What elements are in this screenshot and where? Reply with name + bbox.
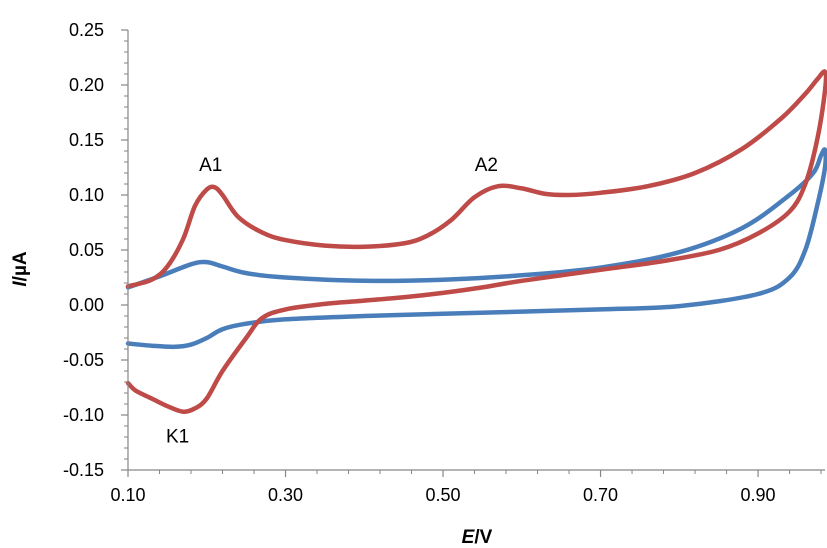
series-1-line xyxy=(125,147,827,350)
peak-label-a2: A2 xyxy=(475,155,498,176)
peak-label-a1: A1 xyxy=(199,155,222,176)
y-axis-title: I/µA xyxy=(10,251,31,287)
y-tick-label: 0.00 xyxy=(69,295,104,315)
x-tick-label: 0.70 xyxy=(583,485,618,505)
y-tick-label: -0.05 xyxy=(63,350,104,370)
y-tick-label: 0.25 xyxy=(69,20,104,40)
y-tick-label: 0.20 xyxy=(69,75,104,95)
series-layer xyxy=(125,69,827,415)
y-tick-label: -0.10 xyxy=(63,405,104,425)
y-tick-label: 0.05 xyxy=(69,240,104,260)
x-axis-unit: /V xyxy=(474,527,492,548)
x-tick-label: 0.30 xyxy=(268,485,303,505)
series-2-line xyxy=(125,69,827,415)
y-tick-label: -0.15 xyxy=(63,460,104,480)
x-tick-label: 0.90 xyxy=(741,485,776,505)
y-tick-label: 0.10 xyxy=(69,185,104,205)
x-axis-var: E xyxy=(462,527,476,548)
y-ticks: -0.15 -0.10 -0.05 0.00 0.05 0.10 0.15 0.20 0.25 xyxy=(63,20,128,480)
x-tick-label: 0.50 xyxy=(426,485,461,505)
y-axis-var: I xyxy=(10,281,31,287)
peak-label-k1: K1 xyxy=(166,427,189,448)
y-tick-label: 0.15 xyxy=(69,130,104,150)
x-axis-title: E/V xyxy=(462,527,493,548)
x-tick-label: 0.10 xyxy=(110,485,145,505)
y-axis-unit: /µA xyxy=(10,251,31,281)
x-ticks: 0.10 0.30 0.50 0.70 0.90 xyxy=(110,470,822,505)
annotations: A1 A2 K1 xyxy=(166,155,498,448)
